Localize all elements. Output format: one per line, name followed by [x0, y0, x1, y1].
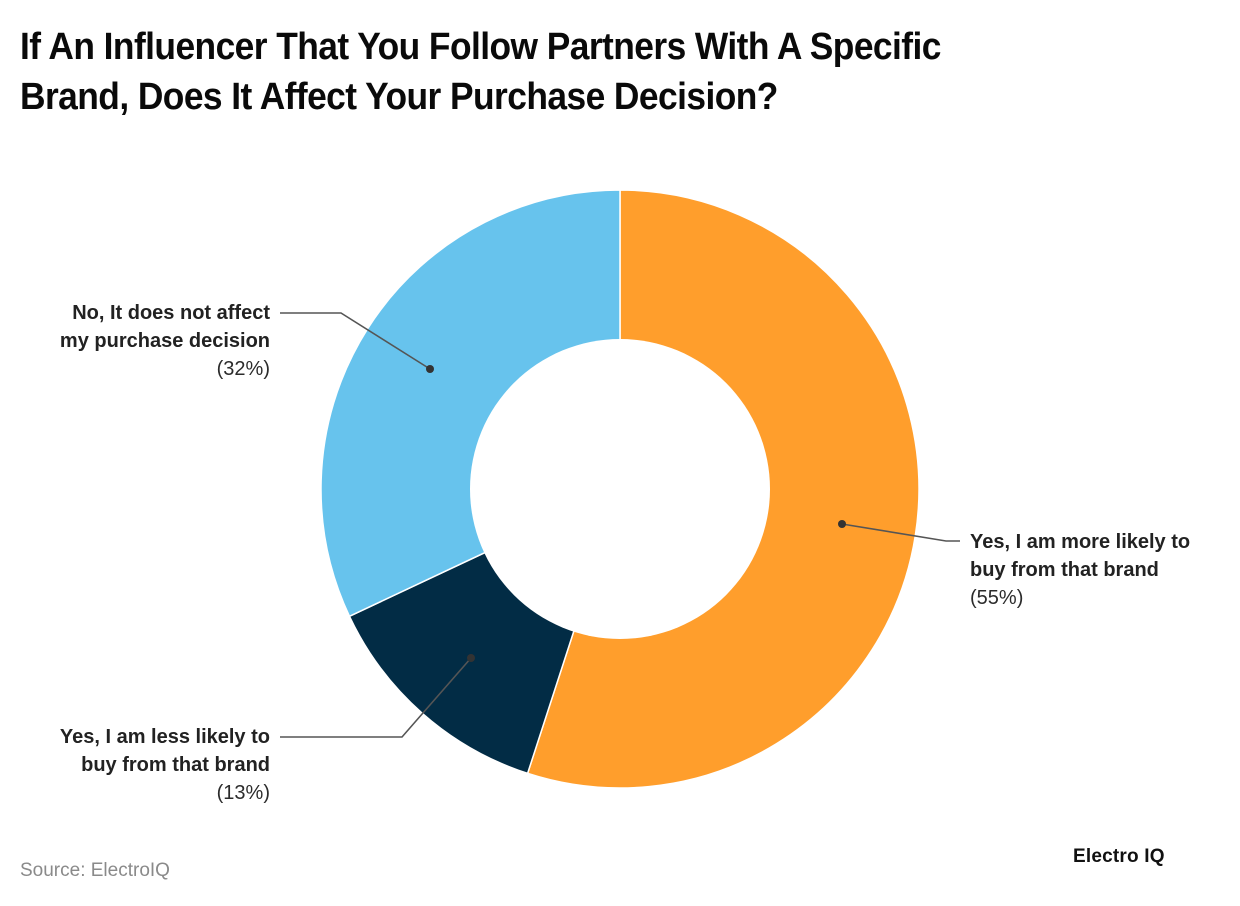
- chart-title: If An Influencer That You Follow Partner…: [20, 22, 1136, 122]
- donut-hole: [470, 339, 770, 639]
- chart-title-line-2: Brand, Does It Affect Your Purchase Deci…: [20, 76, 778, 118]
- leader-more-likely: [841, 523, 960, 542]
- label-no-effect-percent: (32%): [216, 358, 270, 380]
- leader-no-effect: [280, 312, 431, 370]
- leader-less-likely-dot: [467, 654, 475, 662]
- leader-no-effect-dot: [426, 365, 434, 373]
- label-no-effect-line-1: No, It does not affect: [72, 302, 270, 324]
- label-no-effect-line-2: my purchase decision: [59, 330, 270, 352]
- leader-less-likely: [280, 657, 472, 738]
- label-more-likely-line-1: Yes, I am more likely to: [970, 531, 1191, 553]
- label-less-likely-line-1: Yes, I am less likely to: [59, 726, 270, 748]
- leader-more-likely-dot: [838, 520, 846, 528]
- brand-logo: Electro IQ: [1073, 846, 1165, 867]
- label-less-likely: Yes, I am less likely to buy from that b…: [60, 723, 270, 807]
- chart-title-line-1: If An Influencer That You Follow Partner…: [20, 26, 941, 68]
- label-less-likely-percent: (13%): [216, 782, 270, 804]
- leader-lines: [280, 312, 960, 738]
- label-more-likely: Yes, I am more likely to buy from that b…: [970, 528, 1190, 612]
- label-more-likely-line-2: buy from that brand: [970, 559, 1159, 581]
- source-note: Source: ElectroIQ: [20, 860, 170, 881]
- label-less-likely-line-2: buy from that brand: [81, 754, 270, 776]
- label-no-effect: No, It does not affect my purchase decis…: [60, 299, 270, 383]
- label-more-likely-percent: (55%): [970, 587, 1024, 609]
